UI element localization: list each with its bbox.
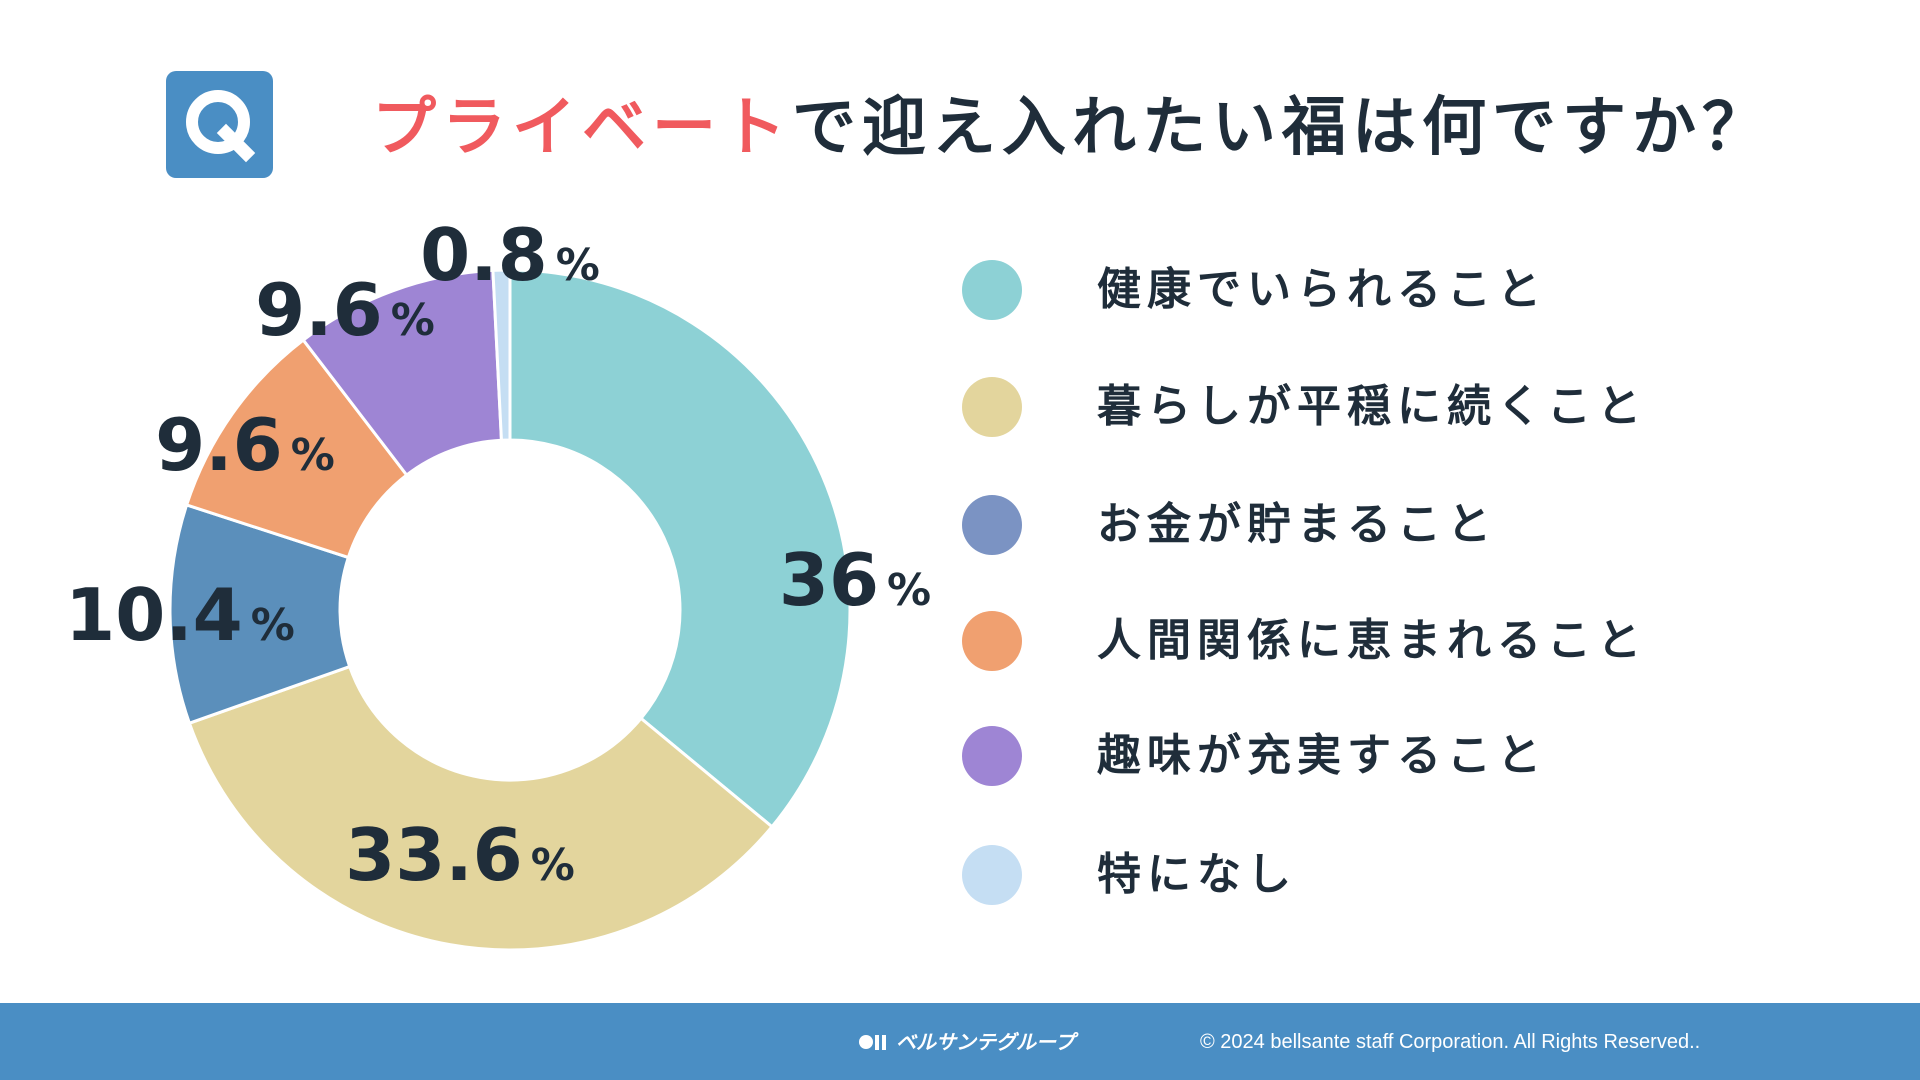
slice-unit: % <box>251 600 295 651</box>
slice-value: 0.8 <box>420 213 548 297</box>
slice-value: 9.6 <box>255 268 383 352</box>
title-highlight: プライベート <box>372 91 792 165</box>
page-title: プライベートで迎え入れたい福は何ですか？ <box>372 88 1772 168</box>
copyright-text: © 2024 bellsante staff Corporation. All … <box>1200 1031 1701 1053</box>
footer-bar: ベルサンテグループ © 2024 bellsante staff Corpora… <box>0 1003 1920 1080</box>
slice-value-label: 10.4% <box>65 573 295 657</box>
legend-label: お金が貯まること <box>1097 499 1497 550</box>
company-logo: ベルサンテグループ <box>858 1029 1075 1055</box>
slice-unit: % <box>531 840 575 891</box>
legend-label: 趣味が充実すること <box>1097 730 1547 781</box>
legend-swatch <box>962 495 1022 555</box>
slice-value: 10.4 <box>65 573 243 657</box>
legend-item: お金が貯まること <box>962 485 1742 565</box>
bell-logo-icon <box>859 1035 886 1050</box>
slice-value-label: 9.6% <box>155 403 335 487</box>
chart-slices <box>168 268 852 952</box>
title-rest: で迎え入れたい福は何ですか？ <box>792 91 1772 165</box>
legend-label: 暮らしが平穏に続くこと <box>1097 381 1647 432</box>
slice-value-label: 9.6% <box>255 268 435 352</box>
slice-unit: % <box>291 430 335 481</box>
slice-unit: % <box>391 295 435 346</box>
slice-unit: % <box>887 565 931 616</box>
slice-value-label: 33.6% <box>345 813 575 897</box>
legend-label: 人間関係に恵まれること <box>1097 615 1647 666</box>
slice-value: 36 <box>779 538 879 622</box>
chart-labels: 36 %33.6 %10.4 %9.6 %9.6 %0.8% <box>65 213 931 897</box>
legend-swatch <box>962 377 1022 437</box>
slice-unit: % <box>556 240 600 291</box>
legend-item: 健康でいられること <box>962 250 1742 330</box>
legend-swatch <box>962 726 1022 786</box>
chart-legend: 健康でいられること 暮らしが平穏に続くこと お金が貯まること 人間関係に恵まれる… <box>962 0 1762 1000</box>
donut-slice <box>187 664 775 952</box>
legend-item: 特になし <box>962 835 1742 915</box>
legend-item: 暮らしが平穏に続くこと <box>962 367 1742 447</box>
legend-item: 人間関係に恵まれること <box>962 601 1742 681</box>
legend-label: 特になし <box>1097 849 1297 900</box>
legend-swatch <box>962 611 1022 671</box>
legend-swatch <box>962 260 1022 320</box>
donut-chart: 36 %33.6 %10.4 %9.6 %9.6 %0.8% <box>65 213 931 952</box>
slice-value-label: 36% <box>779 538 931 622</box>
question-q-icon <box>186 90 256 163</box>
question-badge <box>166 71 273 178</box>
donut-slice <box>491 268 512 442</box>
logo-text: ベルサンテグループ <box>896 1030 1075 1054</box>
slice-value-label: 0.8% <box>420 213 600 297</box>
legend-label: 健康でいられること <box>1097 264 1547 315</box>
slice-value: 9.6 <box>155 403 283 487</box>
legend-swatch <box>962 845 1022 905</box>
legend-item: 趣味が充実すること <box>962 716 1742 796</box>
slice-value: 33.6 <box>345 813 523 897</box>
donut-slice <box>508 268 852 829</box>
